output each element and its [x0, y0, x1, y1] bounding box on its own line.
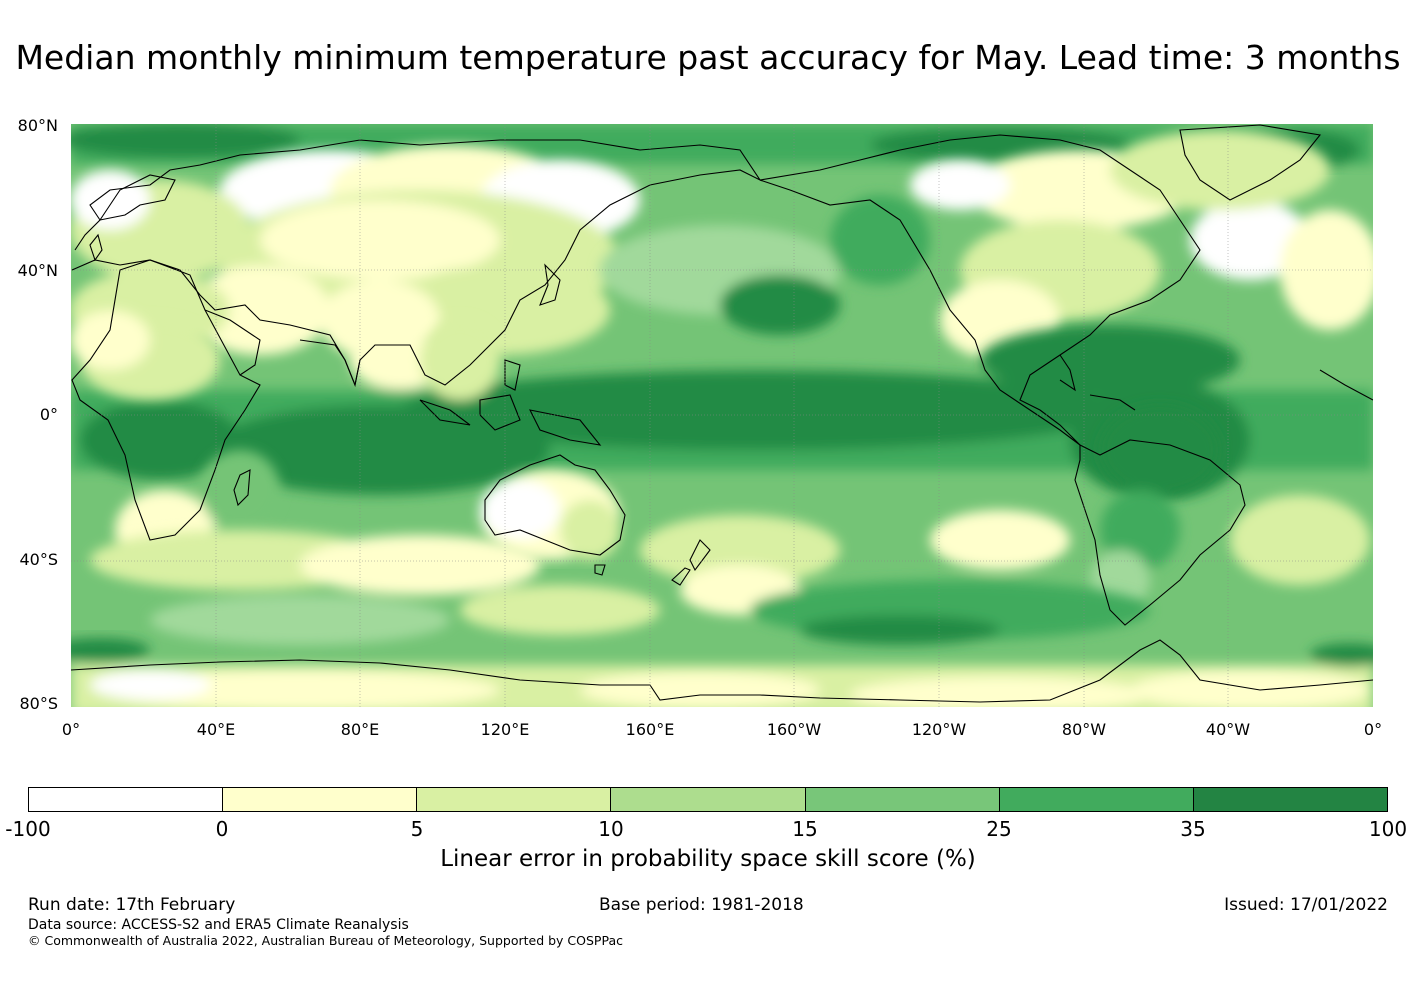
colorbar-segment — [611, 788, 806, 811]
lon-label-120w: 120°W — [911, 720, 967, 739]
lon-label-120e: 120°E — [480, 720, 530, 739]
lon-label-160w: 160°W — [766, 720, 822, 739]
skill-score-map — [71, 124, 1373, 707]
lat-label-40n: 40°N — [17, 261, 58, 280]
colorbar-segment — [805, 788, 1000, 811]
colorbar — [28, 787, 1388, 812]
colorbar-segment — [29, 788, 224, 811]
colorbar-tick: 25 — [986, 817, 1012, 841]
colorbar-segment — [417, 788, 612, 811]
colorbar-tick: 100 — [1368, 817, 1408, 841]
lon-label-0-right: 0° — [1363, 720, 1383, 739]
lon-label-40e: 40°E — [196, 720, 236, 739]
base-period: Base period: 1981-2018 — [599, 895, 804, 915]
colorbar-tick: 35 — [1180, 817, 1206, 841]
colorbar-label: Linear error in probability space skill … — [440, 846, 976, 872]
run-date: Run date: 17th February — [28, 895, 236, 915]
lon-label-40w: 40°W — [1205, 720, 1251, 739]
lat-label-40s: 40°S — [19, 550, 58, 569]
copyright: © Commonwealth of Australia 2022, Austra… — [28, 933, 623, 948]
lon-label-80w: 80°W — [1061, 720, 1107, 739]
data-source: Data source: ACCESS-S2 and ERA5 Climate … — [28, 917, 409, 933]
lat-label-0: 0° — [39, 405, 58, 424]
colorbar-segment — [1193, 788, 1387, 811]
map-title: Median monthly minimum temperature past … — [15, 38, 1401, 77]
colorbar-tick: 10 — [598, 817, 624, 841]
colorbar-tick: 15 — [792, 817, 818, 841]
colorbar-tick: 5 — [410, 817, 424, 841]
issued-date: Issued: 17/01/2022 — [1224, 895, 1388, 915]
lat-label-80s: 80°S — [19, 694, 58, 713]
colorbar-segment — [223, 788, 418, 811]
lat-label-80n: 80°N — [17, 116, 58, 135]
lon-label-0-left: 0° — [61, 720, 81, 739]
lon-label-160e: 160°E — [625, 720, 675, 739]
colorbar-tick: 0 — [215, 817, 229, 841]
lon-label-80e: 80°E — [340, 720, 380, 739]
colorbar-tick: -100 — [5, 817, 51, 841]
colorbar-segment — [999, 788, 1194, 811]
